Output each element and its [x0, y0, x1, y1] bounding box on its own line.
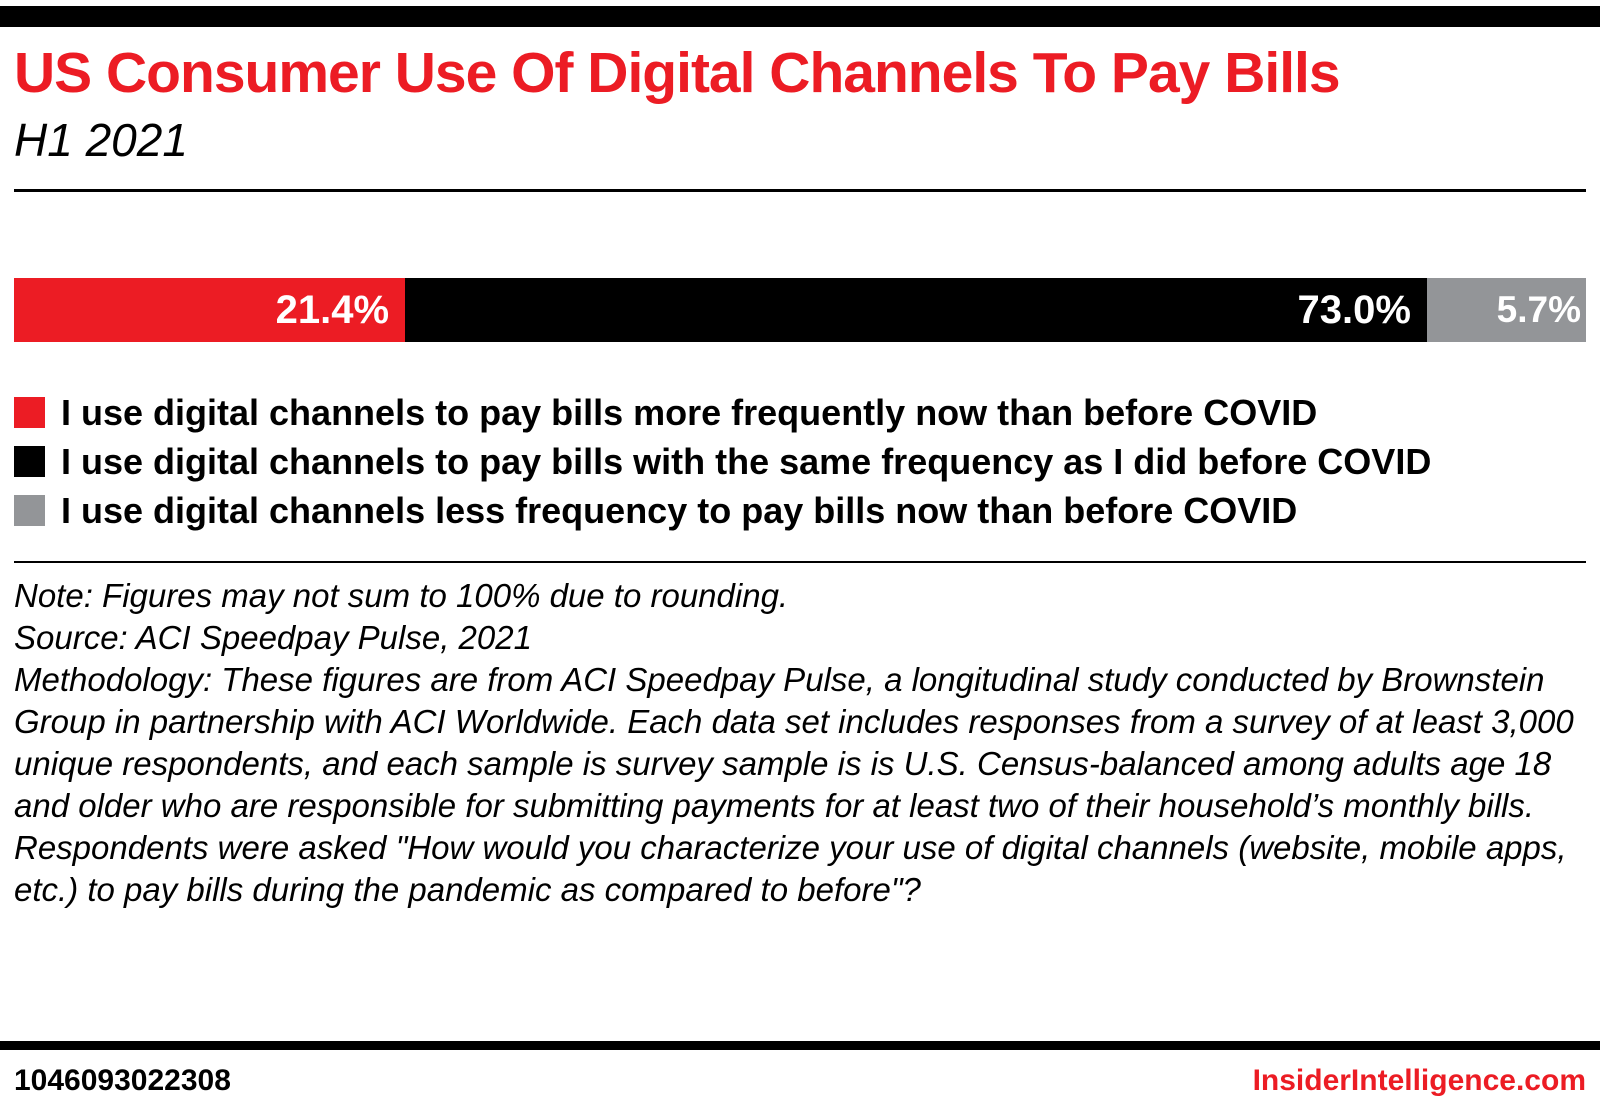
stacked-bar: 21.4% 73.0% 5.7% — [14, 278, 1586, 343]
brand-wordmark: InsiderIntelligence.com — [1252, 1064, 1586, 1097]
chart-content: US Consumer Use Of Digital Channels To P… — [0, 27, 1600, 911]
legend-label-less-frequency: I use digital channels less frequency to… — [61, 490, 1298, 532]
bar-segment-same-frequency: 73.0% — [405, 278, 1427, 343]
notes-divider — [14, 561, 1586, 564]
chart-title: US Consumer Use Of Digital Channels To P… — [14, 41, 1341, 105]
legend-label-same-frequency: I use digital channels to pay bills with… — [61, 441, 1432, 483]
bar-segment-value-more-frequently: 21.4% — [275, 287, 390, 332]
bar-segment-value-less-frequency: 5.7% — [1496, 289, 1581, 331]
footer-black-bar — [0, 1041, 1600, 1050]
bar-segment-more-frequently: 21.4% — [14, 278, 406, 343]
flex-spacer — [0, 911, 1600, 1041]
legend-item-less-frequency: I use digital channels less frequency to… — [14, 486, 1586, 535]
legend-item-more-frequently: I use digital channels to pay bills more… — [14, 388, 1586, 437]
legend-swatch-red-icon — [14, 397, 45, 429]
bar-segment-less-frequency: 5.7% — [1426, 278, 1586, 343]
chart-id: 1046093022308 — [14, 1064, 231, 1097]
footer: 1046093022308 InsiderIntelligence.com — [0, 1050, 1600, 1116]
legend-swatch-gray-icon — [14, 495, 45, 527]
notes-block: Note: Figures may not sum to 100% due to… — [14, 575, 1586, 911]
title-divider — [14, 189, 1586, 193]
legend: I use digital channels to pay bills more… — [14, 388, 1586, 535]
legend-swatch-black-icon — [14, 446, 45, 478]
top-black-bar — [0, 6, 1600, 27]
legend-item-same-frequency: I use digital channels to pay bills with… — [14, 437, 1586, 486]
note-rounding: Note: Figures may not sum to 100% due to… — [14, 577, 789, 615]
note-source: Source: ACI Speedpay Pulse, 2021 — [14, 619, 532, 657]
bar-segment-value-same-frequency: 73.0% — [1297, 287, 1411, 332]
legend-label-more-frequently: I use digital channels to pay bills more… — [61, 392, 1318, 434]
note-methodology: Methodology: These figures are from ACI … — [14, 661, 1574, 909]
chart-subtitle: H1 2021 — [14, 113, 188, 166]
